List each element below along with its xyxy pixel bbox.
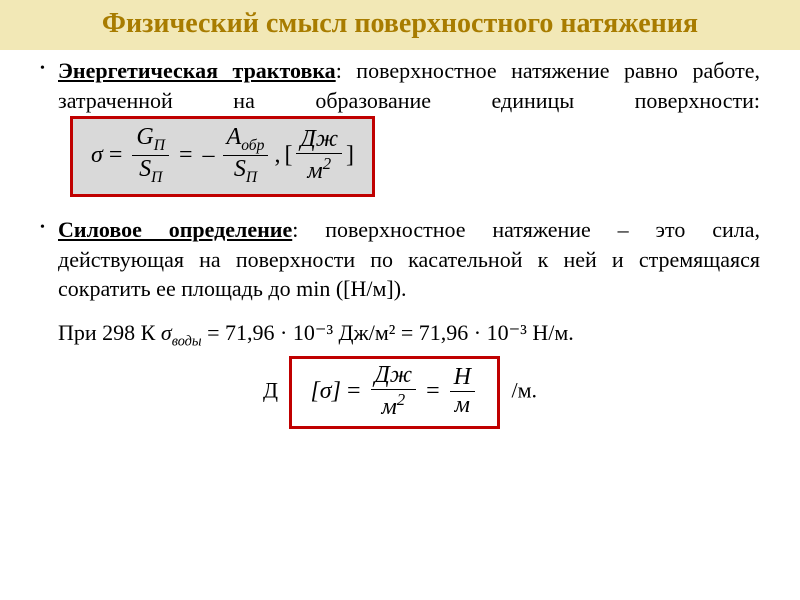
term-energy: Энергетическая трактовка bbox=[58, 58, 336, 83]
sub-s2: П bbox=[246, 169, 257, 186]
unit-bracket-open: [ bbox=[284, 139, 292, 171]
eq-sign-4: = bbox=[426, 378, 440, 405]
sigma-brackets: [σ] bbox=[310, 378, 341, 405]
sigma-water-sub: воды bbox=[172, 333, 202, 349]
num-a: A bbox=[227, 124, 242, 150]
eq-sign: = bbox=[109, 139, 123, 171]
slide: Физический смысл поверхностного натяжени… bbox=[0, 0, 800, 600]
unit-num: Дж bbox=[296, 127, 342, 152]
slide-title: Физический смысл поверхностного натяжени… bbox=[0, 0, 800, 50]
sigma-water: σ bbox=[161, 320, 172, 345]
sigma-units-formula: [σ] = Дж м2 = Н м bbox=[310, 363, 479, 420]
bullet-text: Силовое определение: поверхностное натяж… bbox=[58, 215, 760, 304]
num-g: G bbox=[136, 124, 153, 150]
sub-a: обр bbox=[241, 136, 264, 153]
formula-energy: σ = GП SП = – Aобр SП bbox=[91, 125, 354, 186]
term-force: Силовое определение bbox=[58, 217, 292, 242]
bullet-text: Энергетическая трактовка: поверхностное … bbox=[58, 56, 760, 197]
sub-g: П bbox=[154, 136, 165, 153]
unit-den-base: м bbox=[307, 158, 322, 184]
eq-sign-3: = bbox=[347, 378, 361, 405]
bullet-force: • Силовое определение: поверхностное нат… bbox=[40, 215, 760, 304]
frac-unit: Дж м2 bbox=[296, 127, 342, 184]
sigma-units-box: [σ] = Дж м2 = Н м bbox=[289, 356, 500, 429]
comma: , bbox=[274, 139, 280, 171]
unit-bracket-close: ] bbox=[346, 139, 354, 171]
tail-left: Д bbox=[263, 377, 278, 402]
bullet-energy: • Энергетическая трактовка: поверхностно… bbox=[40, 56, 760, 197]
sigma-symbol: σ bbox=[91, 139, 103, 171]
formula-box-energy: σ = GП SП = – Aобр SП bbox=[70, 116, 375, 197]
u2-num: Н bbox=[450, 365, 475, 390]
frac-j-m2: Дж м2 bbox=[371, 363, 417, 420]
u1-num: Дж bbox=[371, 363, 417, 388]
water-prefix: При 298 К bbox=[58, 320, 161, 345]
frac-n-m: Н м bbox=[450, 365, 475, 418]
u2-den: м bbox=[451, 393, 474, 418]
minus-sign: – bbox=[203, 139, 215, 171]
den-s2: S bbox=[234, 156, 246, 182]
den-s1: S bbox=[139, 156, 151, 182]
unit-den-exp: 2 bbox=[323, 154, 331, 173]
bullet-marker: • bbox=[40, 215, 58, 241]
tail-right: /м. bbox=[512, 377, 538, 402]
u1-den-exp: 2 bbox=[397, 390, 405, 409]
frac-a-over-s: Aобр SП bbox=[223, 125, 269, 186]
sub-s1: П bbox=[151, 169, 162, 186]
units-line: Д [σ] = Дж м2 = Н м bbox=[40, 356, 760, 429]
water-rest: = 71,96 · 10⁻³ Дж/м² = 71,96 · 10⁻³ Н/м. bbox=[202, 320, 574, 345]
u1-den-base: м bbox=[381, 394, 396, 420]
bullet-marker: • bbox=[40, 56, 58, 82]
eq-sign-2: = bbox=[179, 139, 193, 171]
frac-g-over-s: GП SП bbox=[132, 125, 169, 186]
water-value-line: При 298 К σводы = 71,96 · 10⁻³ Дж/м² = 7… bbox=[58, 318, 760, 352]
slide-content: • Энергетическая трактовка: поверхностно… bbox=[0, 50, 800, 429]
